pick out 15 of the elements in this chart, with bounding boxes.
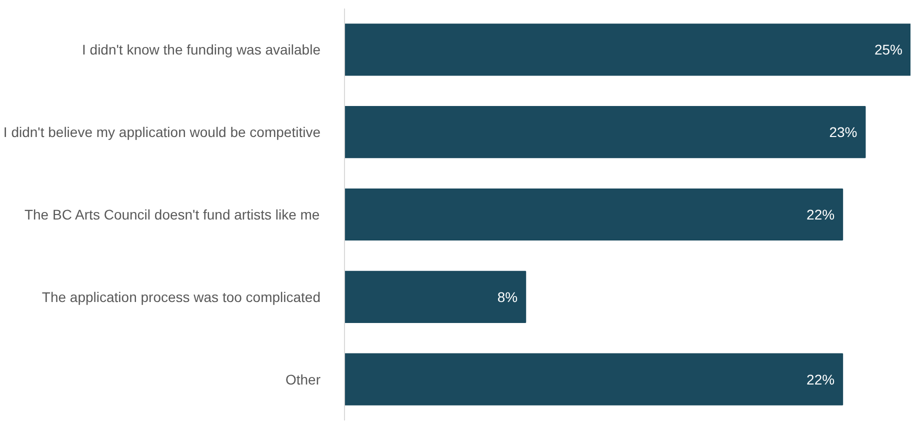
data-label: 23% [829,124,858,140]
y-tick-label: Other [285,371,321,388]
y-tick-label: The BC Arts Council doesn't fund artists like me [24,206,320,222]
bar [344,106,866,158]
data-label: 22% [806,371,835,388]
y-tick-label: The application process was too complicated [42,288,320,305]
y-tick-label: I didn't know the funding was available [82,42,321,58]
data-label: 25% [874,42,903,58]
bar [344,24,910,76]
bar [344,188,844,241]
bar [344,353,844,406]
data-label: 22% [806,206,835,222]
y-tick-label: I didn't believe my application would be competitive [3,124,321,140]
bar [344,270,526,323]
data-label: 8% [497,288,518,305]
